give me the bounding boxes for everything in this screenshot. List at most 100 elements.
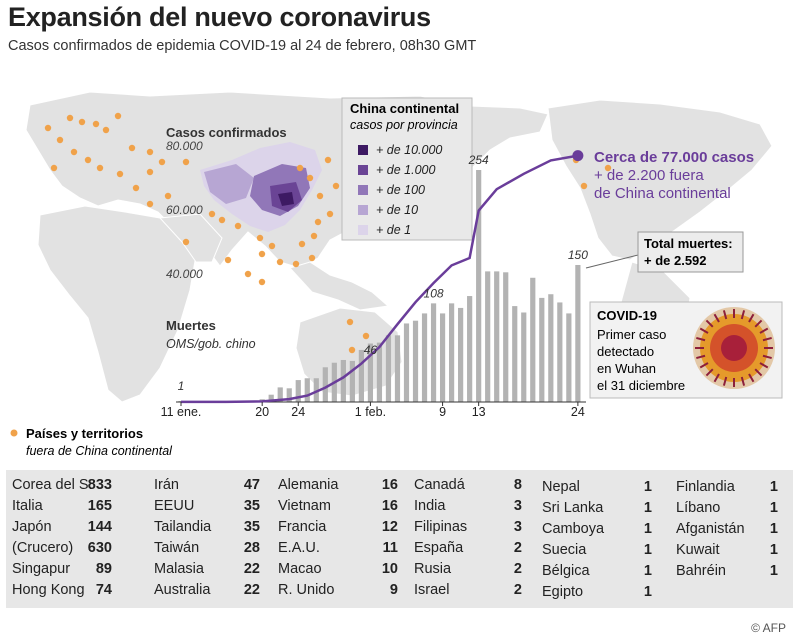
death-bar: [539, 297, 545, 402]
country-dot: [218, 216, 226, 224]
country-name: Taiwán: [154, 540, 200, 556]
virus-spike: [705, 319, 714, 328]
country-row: Suecia 1: [542, 540, 652, 561]
country-row: Vietnam 16: [278, 496, 398, 517]
country-cases: 165: [87, 498, 112, 514]
country-cases: 1: [643, 521, 652, 537]
country-cases: 1: [643, 563, 652, 579]
y-tick-label: 60.000: [166, 203, 203, 217]
country-name: Francia: [278, 519, 327, 535]
death-value-label: 46: [364, 343, 378, 357]
virus-spike: [759, 327, 769, 334]
country-name: Irán: [154, 477, 179, 493]
cases-callout-line2: + de 2.200 fuera: [594, 167, 704, 184]
virus-spike: [722, 376, 728, 386]
country-dot: [78, 118, 86, 126]
country-dot: [114, 112, 122, 120]
country-dot: [326, 210, 334, 218]
death-bar: [458, 307, 464, 402]
covid-line4: el 31 diciembre: [597, 378, 685, 393]
country-row: Corea del S. 833: [12, 475, 112, 496]
country-name: EEUU: [154, 498, 195, 514]
credit: © AFP: [751, 621, 786, 635]
country-cases: 16: [381, 477, 398, 493]
y-tick-label: 80.000: [166, 139, 203, 153]
country-dot: [234, 222, 242, 230]
cases-end-marker: [572, 150, 584, 162]
deaths-label: Muertes: [166, 318, 216, 333]
cases-label: Casos confirmados: [166, 125, 287, 140]
country-dot: [44, 124, 52, 132]
country-dot: [102, 126, 110, 134]
death-bar: [385, 335, 392, 402]
death-value-label: 108: [424, 286, 444, 300]
country-row: Finlandia 1: [676, 477, 778, 498]
virus-spike: [740, 376, 746, 386]
country-row: Bahréin 1: [676, 561, 778, 582]
country-dot: [298, 240, 306, 248]
country-row: Nepal 1: [542, 477, 652, 498]
china-legend-title: China continental: [350, 101, 459, 116]
country-dot: [324, 156, 332, 164]
country-name: Bélgica: [542, 563, 590, 579]
death-bar: [394, 335, 401, 402]
death-value-label: 1: [178, 379, 185, 393]
country-column: Canadá 8 India 3 Filipinas 3 España 2 Rusia 2 Isra…: [414, 475, 522, 601]
virus-spike: [705, 368, 714, 377]
country-cases: 1: [643, 500, 652, 516]
country-name: Singapur: [12, 561, 71, 577]
country-table: Corea del S. 833 Italia 165 Japón 144 (Crucero…: [6, 470, 793, 608]
legend-swatch: [358, 225, 368, 235]
legend-swatch: [358, 145, 368, 155]
country-row: Sri Lanka 1: [542, 498, 652, 519]
country-cases: 74: [95, 582, 112, 598]
death-bar: [304, 378, 310, 402]
virus-spike: [722, 310, 728, 320]
country-cases: 16: [381, 498, 398, 514]
country-row: Líbano 1: [676, 498, 778, 519]
map-southeast-asia: [289, 261, 390, 311]
country-dot: [66, 114, 74, 122]
virus-spike: [759, 362, 769, 369]
country-dot: [316, 192, 324, 200]
deaths-value-labels: 1 46 108 254 150: [178, 153, 589, 393]
country-column: Irán 47 EEUU 35 Tailandia 35 Taiwán 28 Malasia 22…: [154, 475, 260, 601]
death-bar: [313, 378, 319, 402]
country-name: Israel: [414, 582, 450, 598]
cases-callout-line1: Cerca de 77.000 casos: [594, 149, 754, 166]
country-row: Singapur 89: [12, 559, 112, 580]
country-name: Egipto: [542, 584, 584, 600]
country-cases: 35: [243, 519, 260, 535]
total-deaths-line1: Total muertes:: [644, 236, 733, 251]
death-bar: [322, 367, 328, 402]
death-bar: [286, 388, 292, 402]
country-row: Tailandia 35: [154, 517, 260, 538]
country-cases: 28: [243, 540, 260, 556]
country-name: Macao: [278, 561, 322, 577]
china-legend-subtitle: casos por provincia: [350, 118, 458, 132]
death-bar: [476, 170, 482, 402]
country-name: Italia: [12, 498, 43, 514]
legend-swatch: [358, 165, 368, 175]
country-dot: [296, 164, 304, 172]
death-bar: [412, 320, 419, 402]
country-dot: [146, 148, 154, 156]
country-row: Camboya 1: [542, 519, 652, 540]
country-cases: 89: [95, 561, 112, 577]
legend-label: + de 100: [376, 183, 425, 197]
country-row: España 2: [414, 538, 522, 559]
country-cases: 22: [243, 561, 260, 577]
death-bar: [349, 360, 355, 402]
x-axis-ticks: 11 ene. 20 24 1 feb. 9 13 24: [161, 402, 585, 419]
country-cases: 1: [769, 542, 778, 558]
x-tick-label: 24: [291, 405, 305, 419]
china-legend: China continental casos por provincia + …: [341, 97, 473, 241]
country-dots: [44, 112, 612, 354]
country-row: Afganistán 1: [676, 519, 778, 540]
country-cases: 1: [643, 479, 652, 495]
country-dot: [182, 158, 190, 166]
china-map: [200, 142, 322, 232]
country-dot: [208, 210, 216, 218]
map-legend-title: Países y territorios: [26, 426, 143, 441]
china-region-west: [204, 164, 254, 204]
